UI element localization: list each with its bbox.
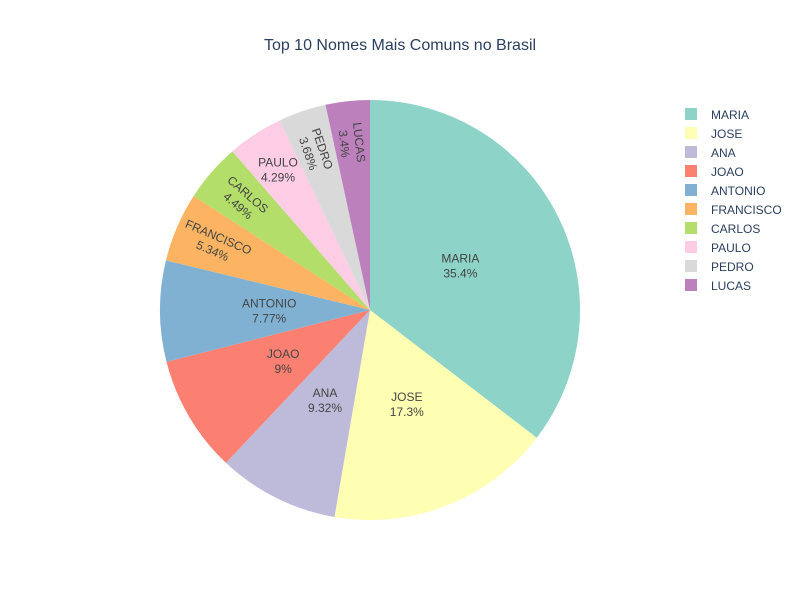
slice-name-label: ANA [313, 386, 338, 400]
legend-swatch [685, 146, 697, 158]
legend-item-joao[interactable]: JOAO [685, 165, 744, 179]
legend-item-francisco[interactable]: FRANCISCO [685, 203, 782, 217]
legend-swatch [685, 203, 697, 215]
legend-label: CARLOS [711, 222, 760, 236]
slice-percent-label: 17.3% [390, 405, 424, 419]
legend-label: JOSE [711, 127, 742, 141]
slice-percent-label: 9% [274, 362, 292, 376]
legend-item-paulo[interactable]: PAULO [685, 241, 751, 255]
legend-label: ANA [711, 146, 736, 160]
legend-label: MARIA [711, 108, 749, 122]
slice-percent-label: 9.32% [308, 401, 342, 415]
pie-slice-jose [334, 310, 537, 521]
legend-label: LUCAS [711, 279, 751, 293]
pie-slice-joao [166, 310, 370, 463]
slice-name-label: LUCAS [350, 122, 368, 163]
legend-swatch [685, 260, 697, 272]
slice-percent-label: 7.77% [252, 312, 286, 326]
legend-item-maria[interactable]: MARIA [685, 108, 749, 122]
legend-swatch [685, 222, 697, 234]
slice-name-label: PAULO [258, 155, 298, 169]
legend-label: FRANCISCO [711, 203, 782, 217]
legend-label: PAULO [711, 241, 751, 255]
legend-item-antonio[interactable]: ANTONIO [685, 184, 765, 198]
pie-slice-maria [370, 100, 580, 438]
legend-item-lucas[interactable]: LUCAS [685, 279, 751, 293]
legend-swatch [685, 108, 697, 120]
slice-name-label: JOSE [391, 390, 422, 404]
slice-name-label: JOAO [267, 347, 300, 361]
slice-percent-label: 3.4% [336, 129, 353, 158]
legend-swatch [685, 279, 697, 291]
slice-name-label: ANTONIO [242, 297, 296, 311]
legend-label: JOAO [711, 165, 744, 179]
legend-item-carlos[interactable]: CARLOS [685, 222, 760, 236]
legend: MARIA JOSE ANA JOAO ANTONIO FRANCISCO CARLOS PA… [685, 108, 782, 293]
legend-swatch [685, 241, 697, 253]
slice-percent-label: 4.29% [261, 170, 295, 184]
chart-title: Top 10 Nomes Mais Comuns no Brasil [264, 37, 536, 54]
pie-slice-lucas [325, 100, 370, 310]
legend-label: ANTONIO [711, 184, 765, 198]
slice-name-label: MARIA [441, 251, 479, 265]
pie-slice-ana [225, 310, 370, 517]
pie-slice-carlos [193, 151, 370, 310]
legend-item-jose[interactable]: JOSE [685, 127, 742, 141]
slice-percent-label: 35.4% [443, 266, 477, 280]
legend-item-pedro[interactable]: PEDRO [685, 260, 754, 274]
legend-label: PEDRO [711, 260, 754, 274]
pie-slice-paulo [232, 120, 370, 311]
pie-slice-antonio [160, 260, 370, 362]
legend-swatch [685, 184, 697, 196]
pie-slice-pedro [279, 104, 370, 310]
pie-slice-francisco [165, 195, 370, 310]
pie-slices [160, 100, 580, 521]
legend-swatch [685, 127, 697, 139]
legend-item-ana[interactable]: ANA [685, 146, 736, 160]
legend-swatch [685, 165, 697, 177]
